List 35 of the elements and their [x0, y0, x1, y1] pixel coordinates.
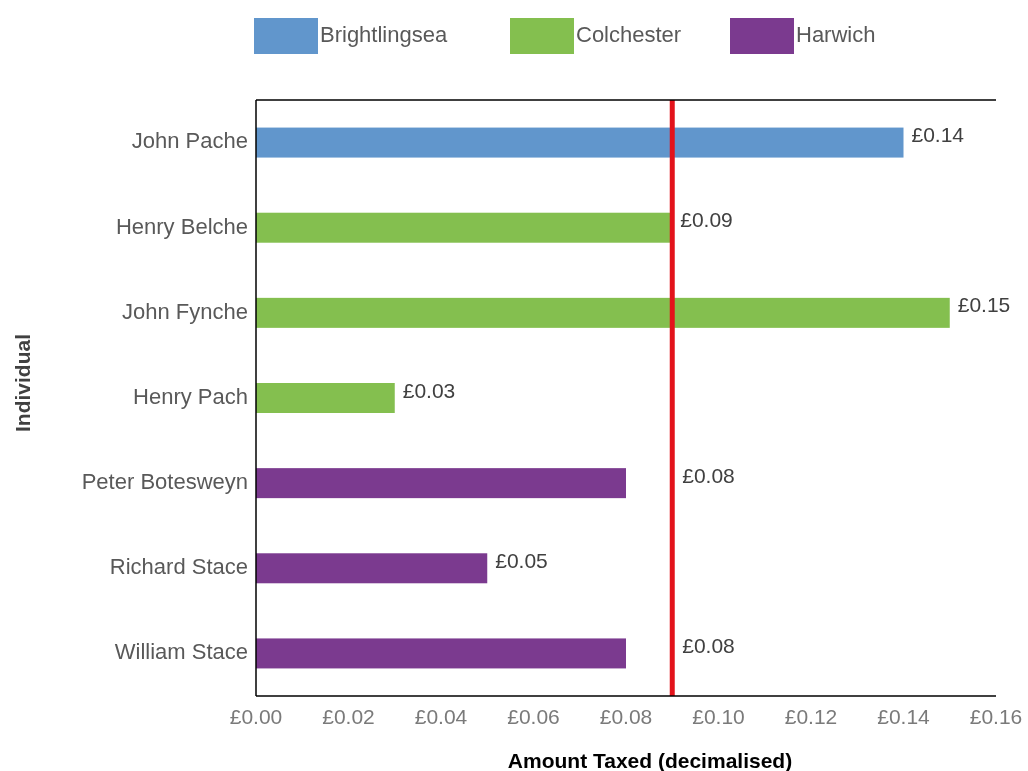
bar	[256, 468, 626, 499]
x-tick-label: £0.10	[692, 704, 745, 728]
x-axis-title: Amount Taxed (decimalised)	[507, 748, 793, 771]
bar	[256, 297, 950, 328]
legend-label: Colchester	[576, 21, 682, 47]
x-tick-label: £0.04	[414, 704, 468, 728]
bar	[256, 212, 673, 243]
bar	[256, 638, 626, 669]
data-label: £0.03	[402, 378, 456, 402]
y-tick-label: Richard Stace	[109, 554, 248, 580]
data-label: £0.15	[957, 293, 1011, 317]
x-tick-label: £0.16	[969, 704, 1023, 728]
legend-label: Brightlingsea	[320, 21, 448, 47]
data-label: £0.05	[495, 548, 548, 572]
x-tick-label: £0.08	[599, 704, 653, 728]
y-tick-label: Henry Belche	[115, 213, 248, 239]
data-label: £0.08	[682, 633, 735, 657]
y-tick-label: John Pache	[131, 128, 248, 154]
y-tick-label: Peter Botesweyn	[81, 468, 248, 494]
x-tick-label: £0.14	[877, 704, 931, 728]
data-label: £0.14	[911, 123, 965, 147]
y-tick-label: John Fynche	[122, 298, 248, 324]
y-tick-label: Henry Pach	[133, 383, 248, 409]
x-tick-label: £0.00	[229, 704, 283, 728]
bar	[256, 383, 395, 413]
bar	[256, 127, 904, 158]
legend-label: Harwich	[796, 21, 876, 47]
x-tick-label: £0.02	[322, 704, 375, 728]
y-tick-label: William Stace	[114, 639, 248, 665]
data-label: £0.08	[682, 463, 735, 487]
x-tick-label: £0.12	[784, 704, 838, 728]
data-label: £0.09	[680, 208, 733, 232]
y-axis-title: Individual	[10, 333, 34, 433]
x-tick-label: £0.06	[507, 704, 560, 728]
bar	[256, 553, 488, 584]
